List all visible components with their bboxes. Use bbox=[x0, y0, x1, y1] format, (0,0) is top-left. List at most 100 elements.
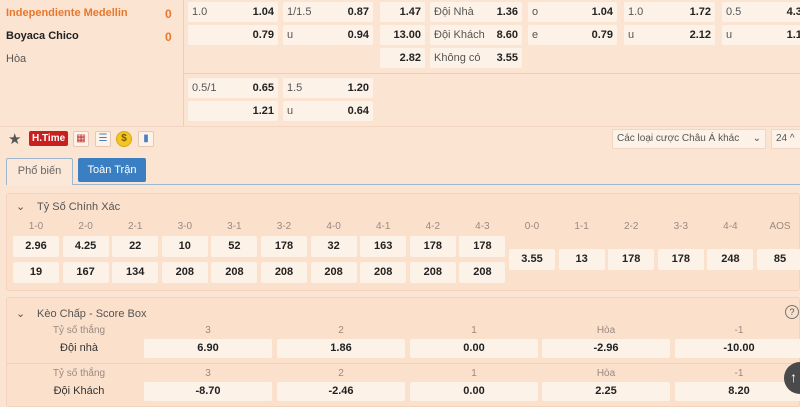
odds-cell[interactable]: 13 bbox=[558, 249, 605, 270]
odds-cell[interactable]: e 0.79 bbox=[528, 25, 617, 45]
list-icon[interactable]: ☰ bbox=[95, 131, 111, 147]
odds-cell[interactable]: 208 bbox=[261, 262, 307, 283]
odds-cell[interactable]: 85 bbox=[757, 249, 800, 270]
odds-cell[interactable]: 2.82 bbox=[380, 48, 425, 68]
odds-cell[interactable]: o 1.04 bbox=[528, 2, 617, 22]
score-column-header: 4-0 bbox=[326, 221, 341, 232]
odds-cell[interactable]: 208 bbox=[459, 262, 506, 283]
chevron-down-icon[interactable]: ⌄ bbox=[16, 201, 26, 213]
odds-cell[interactable]: 208 bbox=[211, 262, 258, 283]
odds-cell[interactable]: Đội Khách 8.60 bbox=[430, 25, 522, 45]
odds-cell[interactable]: -8.70 bbox=[144, 382, 272, 401]
odds-cell[interactable]: 19 bbox=[13, 262, 59, 283]
tab-popular[interactable]: Phổ biến bbox=[6, 158, 73, 185]
divider bbox=[183, 0, 184, 126]
odds-cell[interactable]: 1.0 1.72 bbox=[624, 2, 715, 22]
star-icon[interactable]: ★ bbox=[8, 131, 22, 148]
score-column-header: 4-3 bbox=[475, 221, 490, 232]
odds-cell[interactable]: 2.96 bbox=[13, 236, 59, 257]
chevron-down-icon: ⌄ bbox=[752, 133, 761, 144]
chevron-up-icon: ^ bbox=[789, 133, 795, 144]
odds-cell[interactable]: 178 bbox=[657, 249, 704, 270]
odds-value: 1.20 bbox=[347, 82, 369, 94]
odds-cell[interactable]: 208 bbox=[360, 262, 407, 283]
odds-cell[interactable]: 1.47 bbox=[380, 2, 425, 22]
odds-cell[interactable]: 208 bbox=[161, 262, 208, 283]
odds-cell[interactable]: 1.5 1.20 bbox=[283, 78, 373, 98]
score-box-column-header: 3 bbox=[205, 325, 211, 336]
dropdown-value: Các loại cược Châu Á khác bbox=[617, 133, 740, 144]
odds-cell[interactable]: 2.25 bbox=[542, 382, 670, 401]
odds-value: 8.60 bbox=[496, 29, 518, 41]
odds-cell[interactable]: Không có 3.55 bbox=[430, 48, 522, 68]
odds-cell[interactable]: 178 bbox=[459, 236, 506, 257]
odds-cell[interactable]: 0.00 bbox=[410, 382, 538, 401]
odds-cell[interactable]: 13.00 bbox=[380, 25, 425, 45]
away-team-name[interactable]: Boyaca Chico bbox=[6, 30, 79, 42]
odds-cell[interactable]: 1.0 1.04 bbox=[188, 2, 278, 22]
odds-value: 1.36 bbox=[496, 6, 518, 18]
odds-cell[interactable]: 134 bbox=[112, 262, 159, 283]
odds-cell[interactable]: u 1.16 bbox=[722, 25, 800, 45]
odds-cell[interactable]: u 0.94 bbox=[283, 25, 373, 45]
coin-icon[interactable]: $ bbox=[116, 131, 132, 147]
odds-cell[interactable]: 178 bbox=[608, 249, 655, 270]
row-label: Tỷ số thắng bbox=[52, 368, 106, 379]
odds-cell[interactable]: u 0.64 bbox=[283, 101, 373, 121]
tab-full-match[interactable]: Toàn Trận bbox=[78, 158, 146, 182]
stats-chart-icon[interactable]: ▮ bbox=[138, 131, 154, 147]
odds-line: u bbox=[726, 29, 733, 41]
odds-cell[interactable]: 1/1.5 0.87 bbox=[283, 2, 373, 22]
odds-cell[interactable]: 167 bbox=[62, 262, 109, 283]
odds-cell[interactable]: 208 bbox=[409, 262, 456, 283]
chevron-down-icon[interactable]: ⌄ bbox=[16, 308, 26, 320]
odds-cell[interactable]: 6.90 bbox=[144, 339, 272, 358]
score-box-column-header: -1 bbox=[734, 368, 744, 379]
htime-badge[interactable]: H.Time bbox=[29, 131, 69, 146]
odds-cell[interactable]: 208 bbox=[310, 262, 357, 283]
odds-cell[interactable]: 32 bbox=[310, 236, 357, 257]
odds-cell[interactable]: -2.96 bbox=[542, 339, 670, 358]
odds-cell[interactable]: 178 bbox=[409, 236, 456, 257]
odds-line: 1.0 bbox=[192, 6, 208, 18]
lineup-icon[interactable]: ▦ bbox=[73, 131, 89, 147]
odds-cell[interactable]: 22 bbox=[112, 236, 159, 257]
odds-line: 1.5 bbox=[287, 82, 303, 94]
score-box-column-header: 1 bbox=[471, 325, 477, 336]
odds-cell[interactable]: -2.46 bbox=[277, 382, 405, 401]
odds-cell[interactable]: 1.86 bbox=[277, 339, 405, 358]
odds-cell[interactable]: 248 bbox=[707, 249, 754, 270]
odds-cell[interactable]: 178 bbox=[261, 236, 307, 257]
help-icon[interactable]: ? bbox=[785, 305, 799, 319]
count-selector[interactable]: 24 ^ bbox=[771, 129, 800, 149]
scroll-to-top-button[interactable]: ↑ bbox=[784, 362, 800, 394]
home-team-name[interactable]: Independiente Medellin bbox=[6, 7, 128, 19]
odds-cell[interactable]: 10 bbox=[161, 236, 208, 257]
divider bbox=[183, 73, 800, 74]
odds-cell[interactable]: 163 bbox=[360, 236, 407, 257]
odds-cell[interactable]: 1.21 bbox=[188, 101, 278, 121]
score-column-header: 4-1 bbox=[375, 221, 391, 232]
odds-value: 1.16 bbox=[786, 29, 800, 41]
odds-line: 0.5/1 bbox=[192, 82, 217, 94]
odds-line: 0.5 bbox=[726, 6, 742, 18]
count-value: 24 bbox=[776, 133, 788, 144]
score-column-header: 0-0 bbox=[524, 221, 540, 232]
odds-cell[interactable]: 0.00 bbox=[410, 339, 538, 358]
odds-cell[interactable]: 0.79 bbox=[188, 25, 278, 45]
odds-line: e bbox=[532, 29, 539, 41]
odds-cell[interactable]: 0.5/1 0.65 bbox=[188, 78, 278, 98]
odds-cell[interactable]: 4.25 bbox=[62, 236, 109, 257]
odds-cell[interactable]: 52 bbox=[211, 236, 258, 257]
odds-cell[interactable]: 3.55 bbox=[509, 249, 555, 270]
odds-cell[interactable]: Đội Nhà 1.36 bbox=[430, 2, 522, 22]
odds-value: 2.82 bbox=[399, 52, 421, 64]
odds-line: Đội Khách bbox=[434, 29, 485, 41]
odds-value: 0.87 bbox=[347, 6, 369, 18]
home-score: 0 bbox=[165, 7, 172, 21]
odds-cell[interactable]: u 2.12 bbox=[624, 25, 715, 45]
bet-type-dropdown[interactable]: Các loại cược Châu Á khác ⌄ bbox=[612, 129, 766, 149]
odds-cell[interactable]: 0.5 4.30 bbox=[722, 2, 800, 22]
odds-cell[interactable]: 8.20 bbox=[675, 382, 800, 401]
odds-cell[interactable]: -10.00 bbox=[675, 339, 800, 358]
